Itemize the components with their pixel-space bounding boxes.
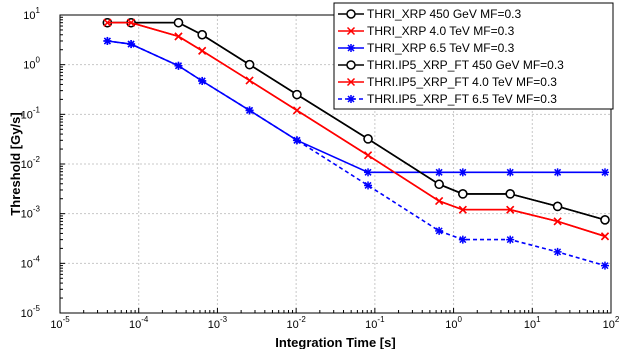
y-axis-title: Threshold [Gy/s]: [8, 112, 23, 215]
legend-entry-3: THRI_XRP 6.5 TeV MF=0.3: [338, 41, 515, 55]
data-point-circle: [292, 89, 302, 100]
data-point-circle: [600, 215, 610, 225]
x-tick-label: 10-2: [286, 315, 306, 331]
legend-label: THRI_XRP 450 GeV MF=0.3: [367, 7, 522, 21]
data-point-x: [553, 217, 562, 226]
series-6: [103, 36, 609, 270]
x-tick-label: 10-4: [129, 315, 149, 331]
data-point-star: [347, 44, 355, 52]
series-group: [102, 17, 610, 270]
y-tick-label: 10-2: [21, 155, 41, 171]
legend-label: THRI_XRP 6.5 TeV MF=0.3: [367, 41, 515, 55]
data-point-star: [506, 235, 515, 244]
data-point-circle: [552, 201, 563, 212]
data-point-x: [458, 205, 467, 214]
series-5: [103, 18, 610, 241]
x-axis-title: Integration Time [s]: [275, 335, 395, 349]
legend-entry-1: THRI_XRP 450 GeV MF=0.3: [338, 7, 522, 21]
data-point-x: [292, 106, 301, 115]
data-point-star: [553, 168, 562, 177]
x-tick-label: 10-5: [50, 315, 70, 331]
series-line: [107, 40, 606, 267]
data-point-star: [127, 40, 136, 49]
legend-label: THRI.IP5_XRP_FT 6.5 TeV MF=0.3: [367, 92, 557, 106]
data-point-x: [198, 46, 207, 55]
data-point-x: [103, 18, 112, 27]
data-point-star: [458, 235, 467, 244]
legend-entry-4: THRI.IP5_XRP_FT 450 GeV MF=0.3: [338, 58, 564, 72]
legend-box: [333, 2, 614, 110]
data-point-star: [347, 95, 355, 103]
data-point-star: [103, 36, 112, 45]
data-point-x: [600, 232, 610, 241]
data-point-star: [364, 181, 373, 190]
data-point-star: [198, 76, 207, 85]
data-point-circle: [458, 189, 468, 199]
data-point-x: [435, 196, 444, 206]
data-point-circle: [173, 17, 184, 28]
y-tick-label: 100: [23, 56, 40, 72]
data-point-circle: [346, 9, 356, 19]
data-point-x: [506, 205, 515, 214]
y-tick-label: 10-3: [21, 205, 41, 221]
data-point-star: [364, 168, 373, 177]
data-point-circle: [197, 30, 207, 40]
y-tick-label: 101: [23, 6, 40, 22]
legend-label: THRI_XRP 4.0 TeV MF=0.3: [367, 24, 515, 38]
legend: THRI_XRP 450 GeV MF=0.3 THRI_XRP 4.0 TeV …: [333, 2, 614, 110]
legend-label: THRI.IP5_XRP_FT 4.0 TeV MF=0.3: [367, 75, 557, 89]
data-point-x: [346, 26, 356, 36]
x-tick-label: 101: [524, 315, 541, 331]
y-tick-label: 10-4: [21, 254, 41, 270]
data-point-x: [346, 77, 356, 87]
series-line: [107, 21, 606, 221]
legend-entry-2: THRI_XRP 4.0 TeV MF=0.3: [338, 24, 515, 38]
data-point-circle: [244, 59, 255, 70]
x-tick-label: 10-3: [208, 315, 228, 331]
data-point-circle: [346, 60, 356, 70]
y-tick-label: 10-1: [21, 105, 41, 121]
series-line: [107, 40, 605, 174]
x-tick-label: 100: [445, 315, 462, 331]
data-point-circle: [363, 134, 373, 144]
data-point-star: [600, 261, 609, 270]
data-point-star: [600, 168, 609, 177]
data-point-circle: [434, 179, 444, 190]
data-point-star: [245, 106, 254, 115]
x-tick-label: 10-1: [365, 315, 385, 331]
axis-ticks: 10-5 10-4 10-3 10-2 10-1 100 101 102 10-5 10-4 10-…: [21, 6, 620, 331]
legend-entry-6: THRI.IP5_XRP_FT 6.5 TeV MF=0.3: [338, 92, 557, 106]
legend-entry-5: THRI.IP5_XRP_FT 4.0 TeV MF=0.3: [338, 75, 557, 89]
y-tick-label: 10-5: [21, 304, 41, 320]
data-point-x: [174, 32, 183, 41]
legend-label: THRI.IP5_XRP_FT 450 GeV MF=0.3: [367, 58, 564, 72]
series-line: [107, 21, 606, 238]
x-tick-label: 102: [603, 315, 620, 331]
data-point-star: [458, 168, 467, 177]
data-point-x: [245, 76, 254, 85]
data-point-star: [553, 247, 562, 256]
data-point-circle: [505, 189, 515, 199]
data-point-star: [506, 168, 515, 177]
data-point-star: [435, 168, 444, 177]
data-point-star: [292, 136, 301, 145]
data-point-x: [127, 18, 136, 27]
data-point-star: [174, 61, 183, 70]
data-point-x: [364, 151, 373, 160]
data-point-star: [435, 226, 444, 235]
